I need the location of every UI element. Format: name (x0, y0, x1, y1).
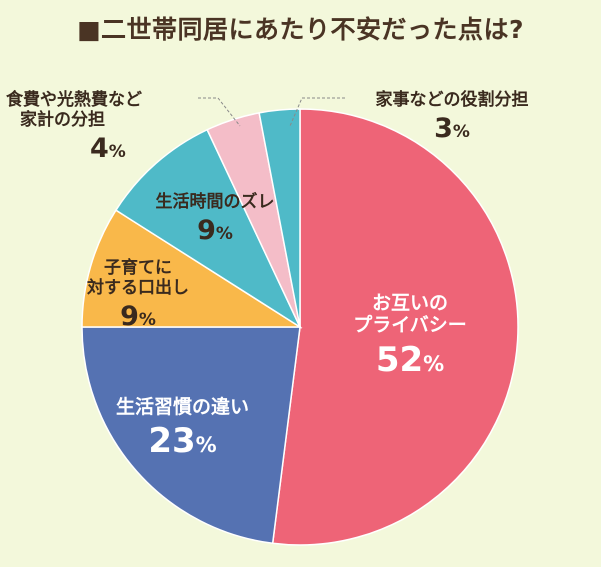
pie-slice-privacy (271, 108, 519, 546)
percent-sign: % (452, 122, 470, 143)
slice-value-chores: 3% (352, 113, 552, 145)
percent-sign: % (138, 310, 156, 331)
slice-label-chores: 家事などの役割分担 3% (352, 90, 552, 145)
percent-sign: % (195, 433, 217, 458)
slice-label-childrearing-line1: 子育てに (104, 258, 172, 278)
slice-label-habits: 生活習慣の違い 23% (95, 396, 270, 462)
percent-sign: % (215, 224, 233, 245)
slice-value-timeshift: 9% (140, 215, 290, 247)
slice-label-privacy-line2: プライバシー (353, 314, 467, 337)
slice-value-habits-number: 23 (148, 421, 196, 462)
slice-value-habits: 23% (95, 421, 270, 461)
pie-slice-habits (81, 326, 301, 545)
slice-value-chores-number: 3 (434, 113, 453, 145)
slice-label-household-costs: 食費や光熱費など 家計の分担 4% (6, 90, 186, 165)
pie-slice-timeshift (114, 128, 302, 330)
slice-label-privacy-line1: お互いの (371, 292, 448, 314)
slice-value-privacy-number: 52 (375, 339, 424, 380)
slice-value-household-costs: 4% (6, 133, 186, 165)
slice-label-privacy: お互いの プライバシー 52% (335, 292, 485, 380)
slice-label-childrearing-line2: 対する口出し (87, 278, 189, 299)
slice-value-timeshift-number: 9 (197, 215, 216, 247)
percent-sign: % (108, 142, 126, 163)
leader-line-chores (289, 97, 345, 127)
slice-label-habits-line1: 生活習慣の違い (115, 396, 249, 418)
slice-value-privacy: 52% (335, 340, 485, 380)
slice-label-timeshift: 生活時間のズレ 9% (140, 192, 290, 247)
slice-label-timeshift-line1: 生活時間のズレ (155, 192, 275, 212)
slice-value-childrearing: 9% (68, 301, 208, 333)
slice-value-childrearing-number: 9 (120, 301, 139, 333)
pie-slice-chores (258, 108, 301, 328)
leader-line-household-costs (198, 97, 241, 127)
slice-label-household-costs-line2: 家計の分担 (20, 110, 105, 131)
percent-sign: % (423, 351, 445, 376)
slice-label-childrearing: 子育てに 対する口出し 9% (68, 258, 208, 333)
slice-label-household-costs-line1: 食費や光熱費など (6, 90, 142, 110)
pie-slice-childrearing (81, 209, 303, 328)
slice-label-chores-line1: 家事などの役割分担 (375, 90, 529, 110)
slice-value-household-costs-number: 4 (90, 133, 109, 165)
chart-title: ■二世帯同居にあたり不安だった点は? (76, 15, 525, 44)
